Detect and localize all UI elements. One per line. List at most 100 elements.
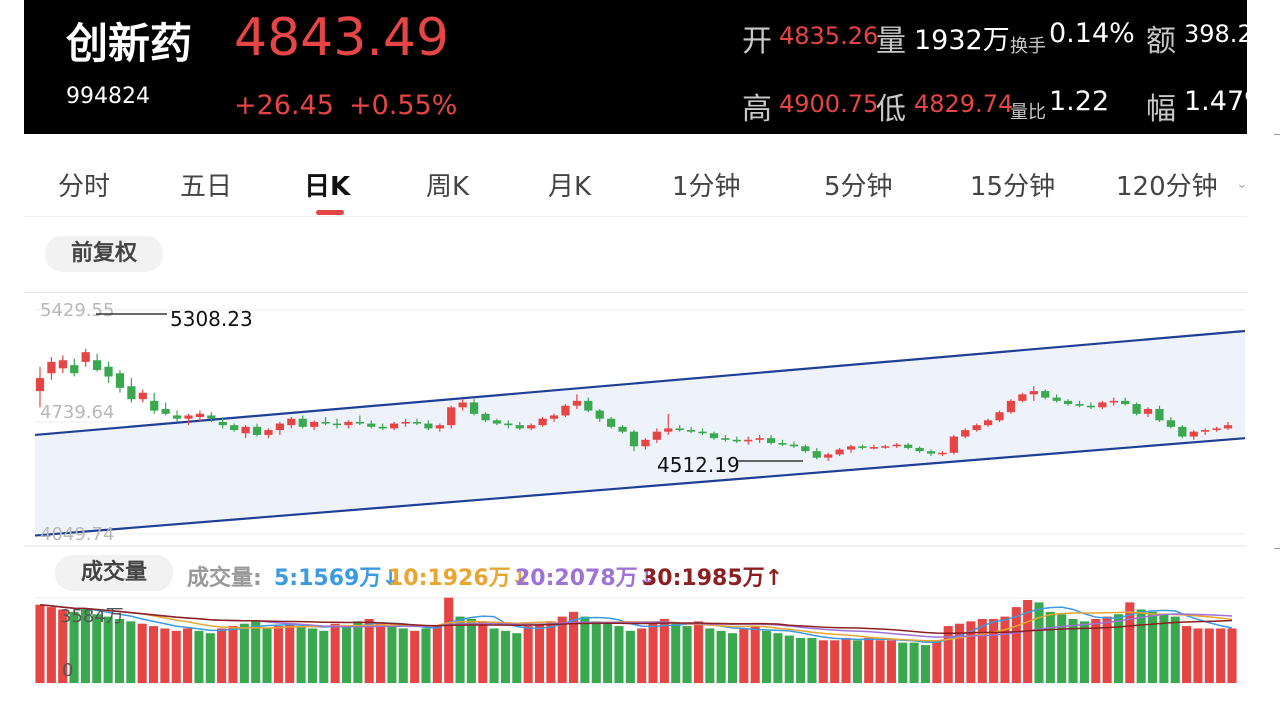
candle-body — [629, 431, 639, 447]
candle-body — [1121, 400, 1130, 405]
candle-body — [778, 443, 787, 445]
candle-body — [1143, 408, 1153, 414]
tab-daily-k[interactable]: 日K — [304, 172, 351, 202]
tab-monthly-k[interactable]: 月K — [548, 172, 592, 202]
candle-body — [561, 405, 570, 416]
candle-body — [1189, 431, 1198, 437]
candle-body — [607, 418, 616, 427]
candle-body — [207, 415, 216, 419]
candle-body — [58, 360, 67, 369]
candle-body — [344, 421, 353, 426]
tab-1min[interactable]: 1分钟 — [672, 172, 741, 202]
candle-body — [881, 446, 890, 448]
high-value: 4900.75 — [779, 90, 879, 118]
adjust-button[interactable]: 前复权 — [45, 236, 163, 272]
low-annotation-label: 4512.19 — [657, 453, 740, 477]
trend-channel-lower — [34, 437, 1246, 537]
index-code: 994824 — [66, 84, 150, 109]
low-label: 低 — [876, 92, 906, 127]
vol-ratio-value: 1.22 — [1049, 86, 1110, 117]
last-price: 4843.49 — [234, 8, 450, 68]
candle-body — [1052, 397, 1061, 401]
candle-body — [664, 428, 673, 432]
period-tabs: 分时 五日 日K 周K 月K 1分钟 5分钟 15分钟 120分钟 — [24, 148, 1247, 217]
candle-body — [846, 446, 856, 450]
candle-body — [230, 425, 239, 431]
candle-body — [538, 418, 547, 426]
candle-body — [687, 430, 696, 432]
tab-15min[interactable]: 15分钟 — [970, 172, 1056, 202]
candle-body — [1155, 408, 1164, 421]
candle-body — [264, 430, 273, 435]
candle-body — [549, 415, 559, 419]
candle-body — [1063, 400, 1073, 405]
candle-body — [744, 439, 753, 442]
candle-body — [801, 446, 810, 452]
candle-body — [1201, 430, 1210, 432]
candle-body — [104, 366, 113, 377]
y-axis-mid-label: 4739.64 — [40, 402, 114, 423]
candle-body — [984, 420, 993, 426]
turnover-value: 0.14% — [1049, 18, 1135, 49]
open-value: 4835.26 — [779, 22, 879, 50]
candle-body — [1109, 400, 1118, 403]
candle-body — [926, 451, 936, 454]
candle-body — [995, 412, 1004, 421]
candle-body — [721, 438, 730, 440]
candle-body — [961, 430, 970, 437]
high-annotation-label: 5308.23 — [170, 307, 253, 331]
volume-label: 量 — [876, 24, 906, 59]
left-margin — [0, 0, 24, 715]
price-change: +26.45 — [234, 90, 334, 121]
high-label: 高 — [742, 92, 772, 127]
quote-header: 创新药 994824 4843.49 +26.45 +0.55% 开 4835.… — [24, 0, 1247, 134]
candle-body — [1041, 391, 1050, 398]
candle-body — [161, 408, 170, 414]
candle-body — [275, 423, 284, 431]
candle-body — [81, 352, 90, 362]
candle-body — [469, 402, 479, 414]
candle-body — [732, 439, 741, 442]
candle-body — [412, 421, 422, 424]
index-name: 创新药 — [66, 19, 193, 68]
scroll-marker — [1274, 548, 1280, 549]
candle-body — [915, 447, 924, 452]
candle-body — [115, 373, 125, 388]
candle-body — [127, 386, 136, 400]
amplitude-value: 1.47% — [1184, 86, 1247, 117]
tab-weekly-k[interactable]: 周K — [426, 172, 470, 202]
tab-five-day[interactable]: 五日 — [180, 172, 233, 202]
candle-body — [1178, 426, 1187, 437]
candle-body — [321, 421, 330, 424]
candle-body — [93, 360, 102, 370]
trend-channel-upper — [34, 329, 1246, 437]
candle-body — [824, 454, 833, 458]
chevron-down-icon[interactable]: ⌄ — [1236, 176, 1248, 192]
candle-body — [241, 426, 250, 434]
candle-body — [150, 400, 159, 411]
candle-body — [332, 423, 342, 426]
trend-channel-fill — [35, 331, 1245, 536]
tab-intraday[interactable]: 分时 — [58, 172, 111, 202]
candle-body — [698, 431, 707, 434]
candle-body — [572, 400, 581, 406]
candle-body — [755, 438, 764, 440]
candle-body — [618, 426, 627, 432]
tab-120min[interactable]: 120分钟 — [1116, 172, 1218, 202]
candle-body — [252, 426, 262, 435]
candle-body — [584, 400, 593, 411]
volume-ma10: 10:1926万↓ — [388, 566, 530, 591]
tab-5min[interactable]: 5分钟 — [824, 172, 893, 202]
candle-body — [218, 421, 227, 426]
candle-body — [1166, 420, 1175, 427]
candle-body — [515, 425, 524, 429]
volume-button[interactable]: 成交量 — [55, 555, 173, 591]
candle-body — [1018, 394, 1027, 401]
candle-body — [298, 418, 307, 427]
candle-body — [675, 428, 684, 431]
amount-value: 398.2 — [1184, 20, 1247, 48]
candle-body — [1029, 391, 1038, 395]
candle-body — [1223, 425, 1233, 429]
candle-body — [35, 378, 45, 392]
